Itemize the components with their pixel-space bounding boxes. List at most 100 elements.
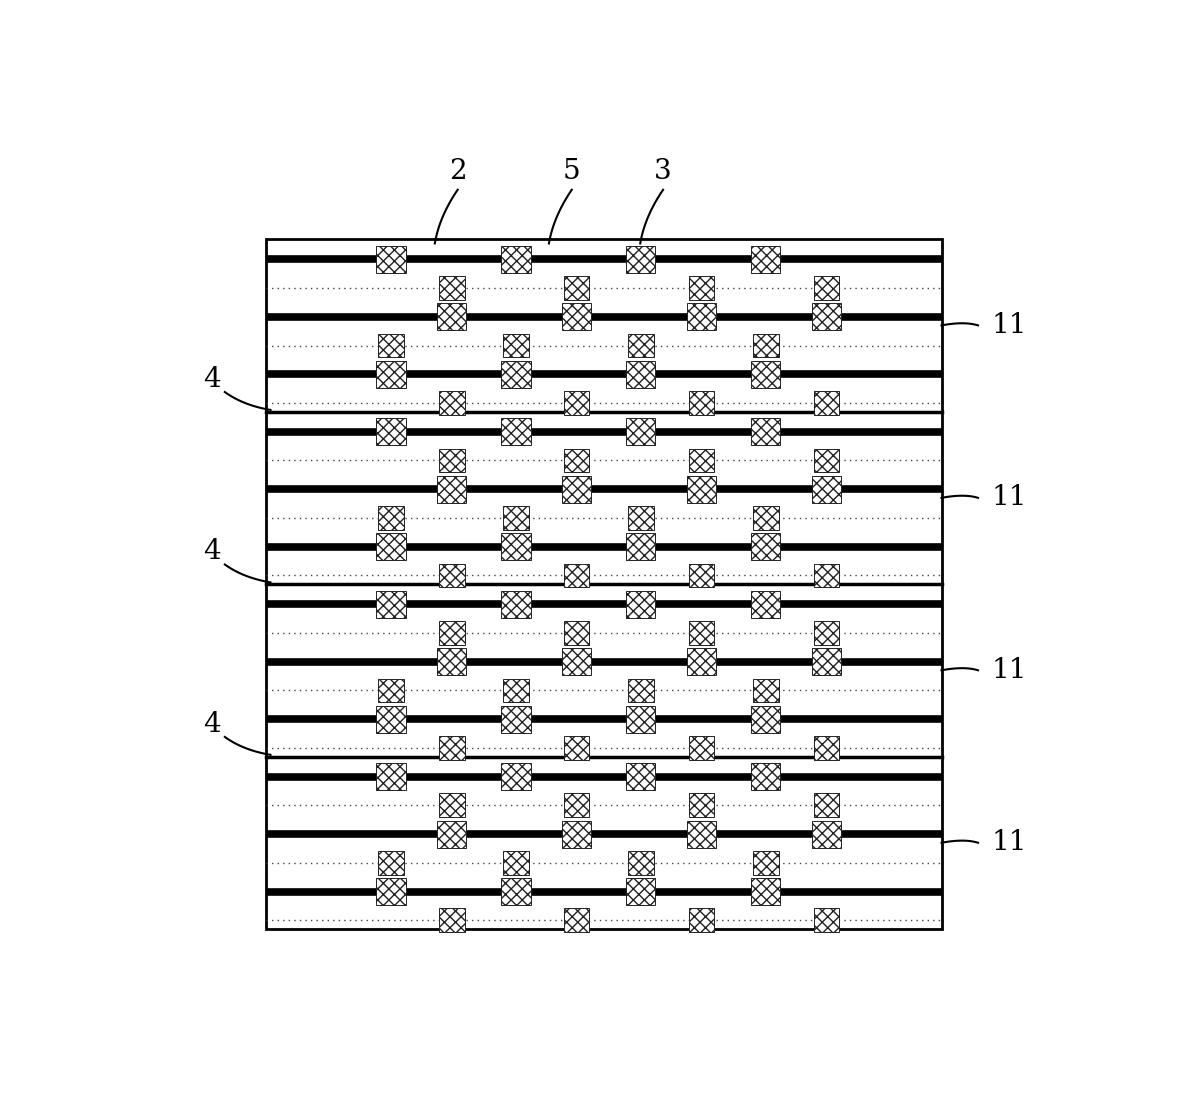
Bar <box>376 878 405 905</box>
Bar <box>502 878 530 905</box>
Text: 5: 5 <box>563 157 581 185</box>
Bar <box>753 334 779 357</box>
Bar <box>564 620 589 645</box>
Bar <box>437 303 466 331</box>
Bar <box>689 793 715 817</box>
Bar <box>376 246 405 273</box>
Bar <box>439 620 464 645</box>
Bar <box>437 821 466 848</box>
Bar <box>376 418 405 446</box>
Bar <box>689 620 715 645</box>
Bar <box>687 648 716 676</box>
Bar <box>814 735 840 760</box>
Bar <box>627 591 655 618</box>
Bar <box>689 276 715 300</box>
Bar <box>564 735 589 760</box>
Bar <box>752 246 781 273</box>
Bar <box>752 706 781 733</box>
Bar <box>689 392 715 415</box>
Bar <box>439 276 464 300</box>
Bar <box>628 678 654 702</box>
Bar <box>439 564 464 587</box>
Bar <box>627 533 655 561</box>
Bar <box>439 449 464 472</box>
Bar <box>689 908 715 932</box>
Bar <box>562 476 591 503</box>
Bar <box>376 591 405 618</box>
Bar <box>812 476 841 503</box>
Bar <box>752 533 781 561</box>
Bar <box>627 706 655 733</box>
Bar <box>266 239 941 929</box>
Bar <box>627 763 655 791</box>
Bar <box>502 706 530 733</box>
Bar <box>812 821 841 848</box>
Bar <box>562 303 591 331</box>
Bar <box>378 678 404 702</box>
Text: 4: 4 <box>203 539 220 565</box>
Bar <box>564 564 589 587</box>
Bar <box>376 533 405 561</box>
Bar <box>378 851 404 875</box>
Bar <box>628 851 654 875</box>
Bar <box>378 507 404 530</box>
Bar <box>752 361 781 388</box>
Bar <box>503 678 529 702</box>
Bar <box>753 507 779 530</box>
Bar <box>814 908 840 932</box>
Bar <box>814 620 840 645</box>
Text: 2: 2 <box>449 157 466 185</box>
Bar <box>814 392 840 415</box>
Bar <box>502 591 530 618</box>
Text: 11: 11 <box>992 830 1027 856</box>
Bar <box>628 507 654 530</box>
Bar <box>564 276 589 300</box>
Bar <box>439 793 464 817</box>
Bar <box>689 735 715 760</box>
Bar <box>752 878 781 905</box>
Bar <box>753 851 779 875</box>
Bar <box>687 303 716 331</box>
Bar <box>564 449 589 472</box>
Bar <box>503 507 529 530</box>
Bar <box>564 392 589 415</box>
Text: 4: 4 <box>203 711 220 738</box>
Bar <box>439 908 464 932</box>
Bar <box>502 361 530 388</box>
Bar <box>502 533 530 561</box>
Bar <box>687 821 716 848</box>
Bar <box>503 334 529 357</box>
Bar <box>627 246 655 273</box>
Bar <box>687 476 716 503</box>
Bar <box>752 418 781 446</box>
Bar <box>564 793 589 817</box>
Bar <box>437 648 466 676</box>
Bar <box>502 763 530 791</box>
Bar <box>503 851 529 875</box>
Bar <box>627 878 655 905</box>
Bar <box>376 361 405 388</box>
Bar <box>562 648 591 676</box>
Bar <box>814 793 840 817</box>
Bar <box>439 392 464 415</box>
Bar <box>627 418 655 446</box>
Bar <box>689 564 715 587</box>
Bar <box>437 476 466 503</box>
Bar <box>752 591 781 618</box>
Text: 3: 3 <box>654 157 671 185</box>
Bar <box>628 334 654 357</box>
Bar <box>502 246 530 273</box>
Bar <box>812 303 841 331</box>
Bar <box>814 449 840 472</box>
Text: 11: 11 <box>992 312 1027 338</box>
Bar <box>812 648 841 676</box>
Bar <box>376 706 405 733</box>
Bar <box>814 276 840 300</box>
Text: 4: 4 <box>203 366 220 393</box>
Bar <box>627 361 655 388</box>
Bar <box>752 763 781 791</box>
Bar <box>439 735 464 760</box>
Bar <box>564 908 589 932</box>
Text: 11: 11 <box>992 484 1027 511</box>
Bar <box>502 418 530 446</box>
